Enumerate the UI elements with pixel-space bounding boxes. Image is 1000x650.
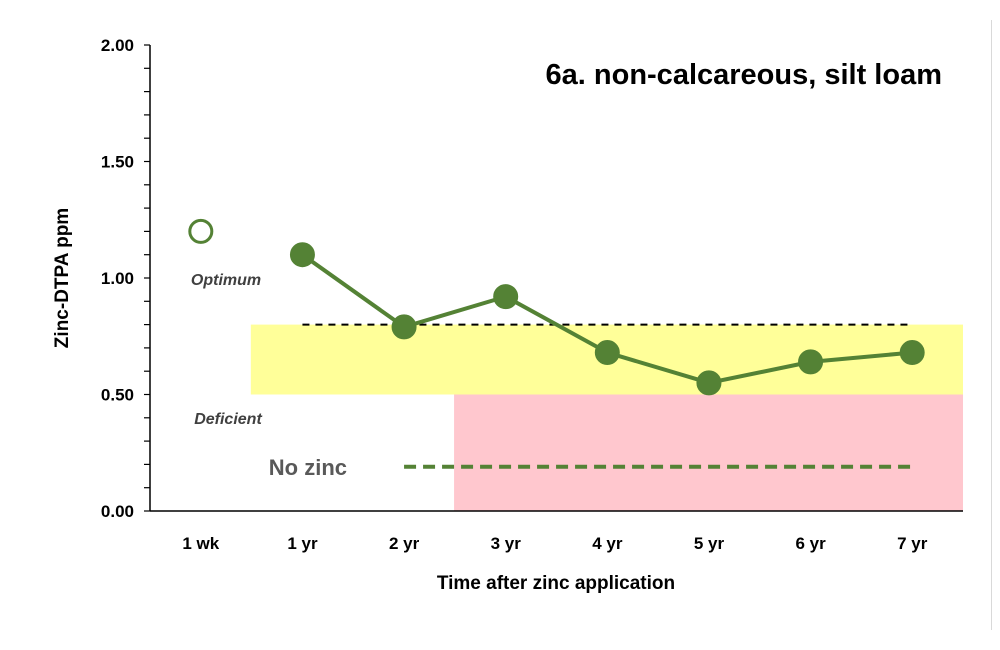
x-tick-label: 6 yr (795, 534, 826, 553)
deficient-band-label: Deficient (194, 411, 262, 428)
data-point-hollow (188, 218, 214, 244)
no-zinc-label: No zinc (269, 455, 347, 480)
chart-title: 6a. non-calcareous, silt loam (546, 59, 942, 91)
y-tick-label: 2.00 (101, 36, 134, 55)
y-tick-label: 1.50 (101, 153, 134, 172)
points-layer (188, 218, 925, 396)
data-point (493, 284, 519, 310)
x-tick-label: 5 yr (694, 534, 725, 553)
x-axis-title: Time after zinc application (437, 573, 675, 594)
x-tick-label: 1 yr (287, 534, 318, 553)
data-point (899, 340, 925, 366)
data-point (696, 370, 722, 396)
y-tick-label: 0.50 (101, 386, 134, 405)
y-axis-title: Zinc-DTPA ppm (52, 208, 73, 348)
x-tick-label: 7 yr (897, 534, 928, 553)
frame-divider (991, 20, 992, 630)
x-tick-label: 2 yr (389, 534, 420, 553)
deficient-band (454, 394, 963, 511)
x-tick-label: 4 yr (592, 534, 623, 553)
y-tick-label: 1.00 (101, 269, 134, 288)
data-point (289, 242, 315, 268)
data-point (391, 314, 417, 340)
y-tick-label: 0.00 (101, 502, 134, 521)
x-tick-label: 3 yr (491, 534, 522, 553)
data-point (594, 340, 620, 366)
optimum-band-label: Optimum (191, 272, 261, 289)
x-tick-label: 1 wk (182, 534, 219, 553)
axes-layer: 0.00 0.50 1.00 1.50 2.00 1 wk 1 yr 2 yr 3 yr 4 yr… (101, 36, 963, 553)
data-point (798, 349, 824, 375)
